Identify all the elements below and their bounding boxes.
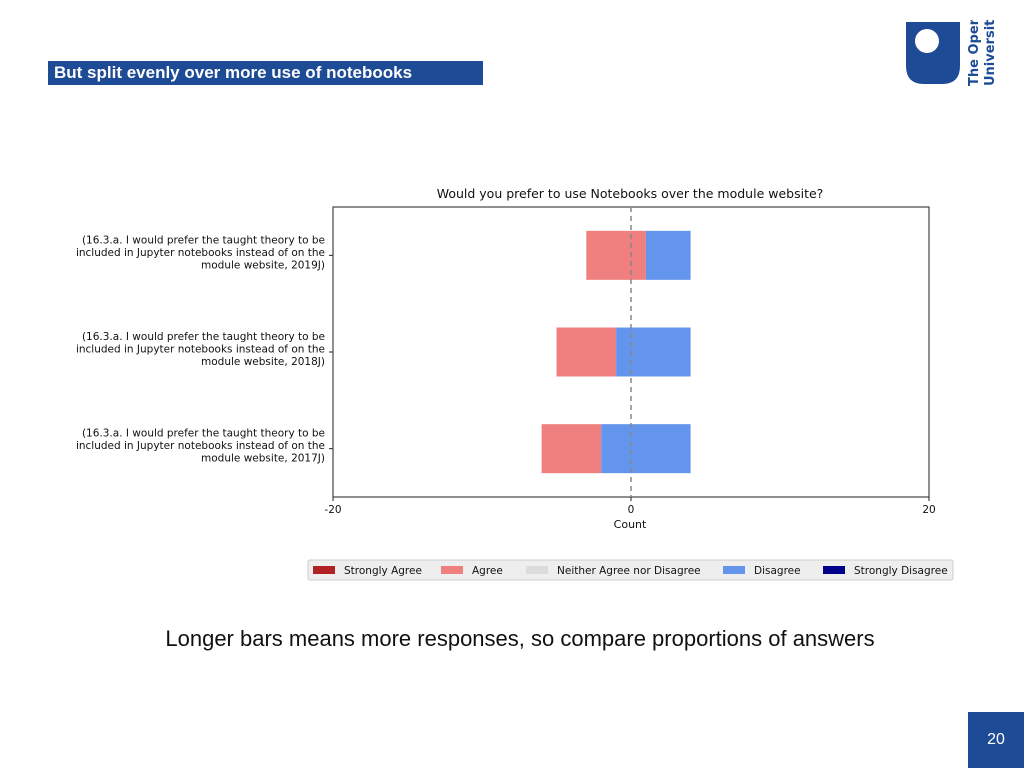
bar-segment-0-disagree xyxy=(645,230,691,280)
x-tick-label: -20 xyxy=(324,504,341,516)
category-labels: (16.3.a. I would prefer the taught theor… xyxy=(76,234,333,465)
legend-label: Agree xyxy=(472,565,503,577)
open-university-shield-icon: The Open University xyxy=(906,11,998,86)
category-label: (16.3.a. I would prefer the taught theor… xyxy=(82,428,325,440)
logo-text-line2: University xyxy=(983,20,998,86)
category-label: included in Jupyter notebooks instead of… xyxy=(76,247,325,259)
legend-label: Strongly Disagree xyxy=(854,565,948,577)
bar-segment-1-agree xyxy=(556,327,617,377)
legend-swatch-strongly-agree xyxy=(313,566,335,574)
category-label: (16.3.a. I would prefer the taught theor… xyxy=(82,331,325,343)
category-label: module website, 2019J) xyxy=(201,259,325,271)
legend-swatch-disagree xyxy=(723,566,745,574)
bar-segment-1-disagree xyxy=(616,327,691,377)
legend-label: Neither Agree nor Disagree xyxy=(557,565,701,577)
category-label: (16.3.a. I would prefer the taught theor… xyxy=(82,234,325,246)
slide-title: But split evenly over more use of notebo… xyxy=(48,61,483,85)
category-label: module website, 2018J) xyxy=(201,356,325,368)
page-number: 20 xyxy=(968,712,1024,768)
bar-segment-0-agree xyxy=(586,230,646,280)
legend-label: Disagree xyxy=(754,565,801,577)
x-tick-label: 20 xyxy=(922,504,935,516)
legend-swatch-agree xyxy=(441,566,463,574)
bars-group xyxy=(541,207,691,497)
legend-swatch-neither-agree-nor-disagree xyxy=(526,566,548,574)
chart-svg: Would you prefer to use Notebooks over t… xyxy=(76,186,954,581)
chart-legend: Strongly Agree Agree Neither Agree nor Dis… xyxy=(307,559,954,581)
category-label: module website, 2017J) xyxy=(201,453,325,465)
slide-caption: Longer bars means more responses, so com… xyxy=(165,626,875,651)
chart-title: Would you prefer to use Notebooks over t… xyxy=(437,186,824,201)
university-logo: The Open University xyxy=(904,11,1004,90)
bar-segment-2-disagree xyxy=(601,424,691,474)
x-tick-label: 0 xyxy=(628,504,635,516)
bar-segment-2-agree xyxy=(541,424,602,474)
x-axis-label: Count xyxy=(614,518,647,531)
likert-chart: Would you prefer to use Notebooks over t… xyxy=(60,180,960,600)
logo-text-line1: The Open xyxy=(967,20,982,86)
category-label: included in Jupyter notebooks instead of… xyxy=(76,344,325,356)
legend-swatch-strongly-disagree xyxy=(823,566,845,574)
legend-label: Strongly Agree xyxy=(344,565,422,577)
category-label: included in Jupyter notebooks instead of… xyxy=(76,440,325,452)
legend-box xyxy=(307,559,954,581)
x-ticks: -20 0 20 xyxy=(324,497,936,516)
